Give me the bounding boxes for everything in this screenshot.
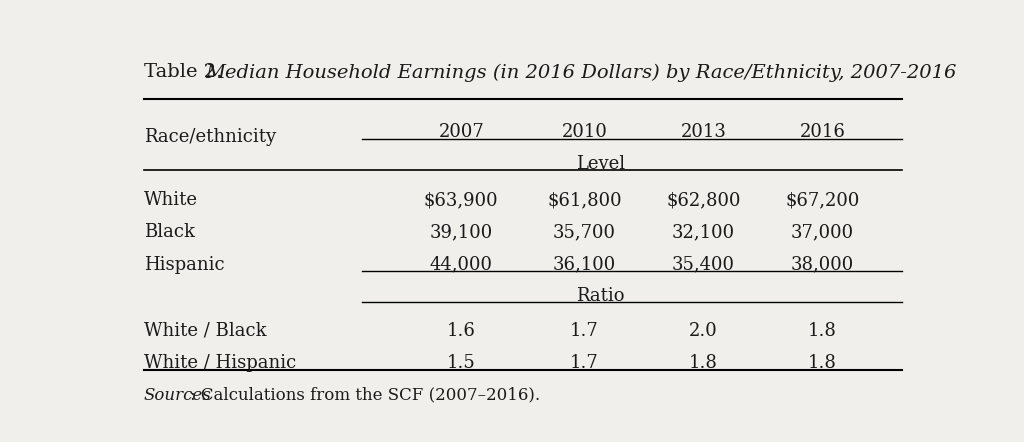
Text: White: White [143,191,198,209]
Text: 35,400: 35,400 [672,255,735,274]
Text: 1.8: 1.8 [689,354,718,372]
Text: 1.7: 1.7 [570,322,599,340]
Text: Race/ethnicity: Race/ethnicity [143,128,276,146]
Text: Level: Level [575,155,625,173]
Text: Table 2.: Table 2. [143,63,228,81]
Text: 1.5: 1.5 [446,354,476,372]
Text: 1.6: 1.6 [446,322,476,340]
Text: 2007: 2007 [438,123,484,141]
Text: White / Black: White / Black [143,322,266,340]
Text: Ratio: Ratio [575,287,625,305]
Text: $61,800: $61,800 [547,191,622,209]
Text: White / Hispanic: White / Hispanic [143,354,296,372]
Text: 36,100: 36,100 [553,255,616,274]
Text: 32,100: 32,100 [672,223,735,241]
Text: 1.8: 1.8 [808,322,837,340]
Text: 35,700: 35,700 [553,223,615,241]
Text: 37,000: 37,000 [791,223,854,241]
Text: 1.8: 1.8 [808,354,837,372]
Text: 2016: 2016 [800,123,846,141]
Text: 44,000: 44,000 [430,255,493,274]
Text: 39,100: 39,100 [430,223,493,241]
Text: $63,900: $63,900 [424,191,499,209]
Text: Black: Black [143,223,195,241]
Text: 38,000: 38,000 [791,255,854,274]
Text: Hispanic: Hispanic [143,255,224,274]
Text: $67,200: $67,200 [785,191,859,209]
Text: : Calculations from the SCF (2007–2016).: : Calculations from the SCF (2007–2016). [189,387,540,404]
Text: Sources: Sources [143,387,212,404]
Text: Median Household Earnings (in 2016 Dollars) by Race/Ethnicity, 2007-2016: Median Household Earnings (in 2016 Dolla… [205,63,956,81]
Text: $62,800: $62,800 [666,191,740,209]
Text: 2.0: 2.0 [689,322,718,340]
Text: 2010: 2010 [561,123,607,141]
Text: 1.7: 1.7 [570,354,599,372]
Text: 2013: 2013 [680,123,726,141]
